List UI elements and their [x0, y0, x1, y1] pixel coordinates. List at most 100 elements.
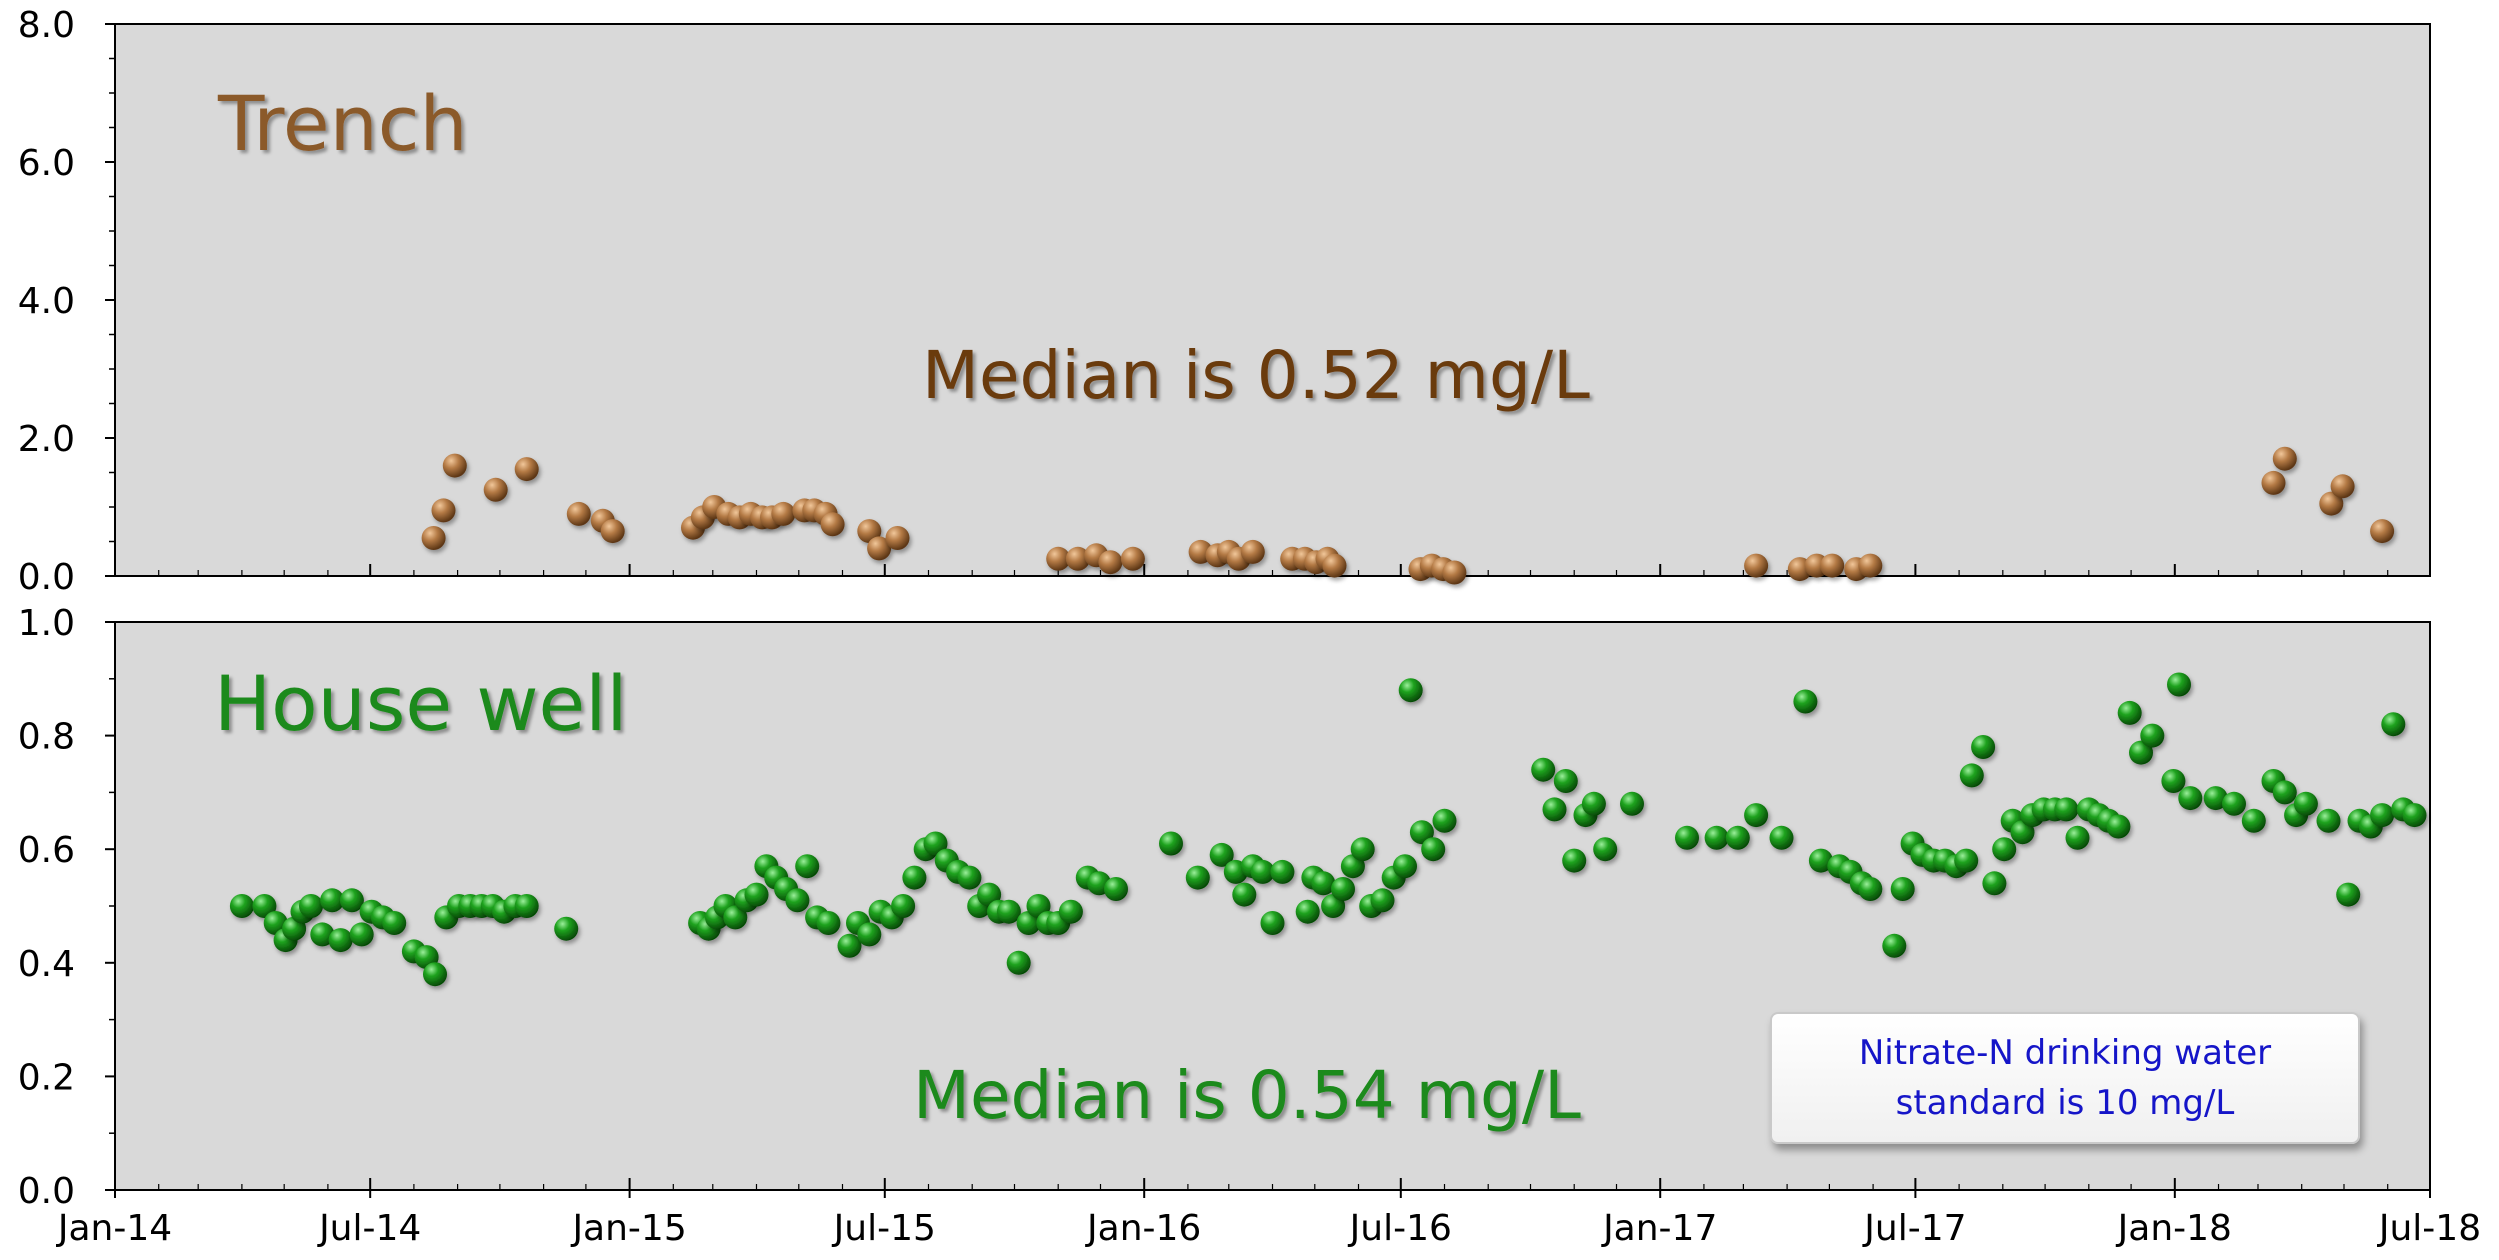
- house-well-data-point: [1971, 735, 1996, 759]
- house-well-data-point: [1331, 877, 1355, 901]
- house-well-data-point: [1270, 859, 1295, 884]
- house-well-data-point: [857, 922, 882, 947]
- trench-data-point: [566, 501, 591, 526]
- house-well-data-point: [1553, 769, 1578, 793]
- trench-data-point: [1120, 546, 1145, 571]
- house-well-data-point: [923, 831, 948, 856]
- house-well-data-point: [996, 899, 1021, 924]
- house-well-data-point: [2381, 712, 2406, 737]
- trench-data-point: [2261, 470, 2286, 495]
- house-well-data-point: [2293, 791, 2318, 816]
- house-well-data-point: [1260, 911, 1285, 935]
- house-well-data-point: [1704, 825, 1729, 850]
- house-well-x-tick-label: Jul-14: [317, 1208, 421, 1249]
- house-well-x-tick-label: Jul-15: [832, 1208, 936, 1249]
- house-well-data-point: [349, 922, 374, 947]
- trench-data-point: [867, 536, 892, 561]
- trench-data-point: [2319, 491, 2344, 516]
- house-well-data-point: [1769, 825, 1794, 850]
- trench-data-point: [1744, 553, 1769, 578]
- house-well-data-point: [902, 865, 927, 890]
- house-well-data-point: [2140, 723, 2165, 748]
- house-well-data-point: [1421, 837, 1446, 862]
- house-well-data-point: [1954, 848, 1979, 873]
- trench-data-point: [885, 526, 910, 550]
- house-well-data-point: [2316, 808, 2341, 833]
- house-well-data-point: [744, 882, 769, 907]
- house-well-data-point: [957, 865, 982, 890]
- house-well-data-point: [785, 888, 810, 913]
- house-well-data-point: [2129, 740, 2153, 765]
- trench-data-point: [421, 526, 446, 550]
- house-well-y-tick-label: 0.2: [18, 1057, 75, 1098]
- house-well-data-point: [1793, 689, 1818, 714]
- trench-data-point: [1065, 546, 1090, 571]
- house-well-data-point: [2272, 780, 2297, 805]
- house-well-data-point: [891, 894, 916, 918]
- house-well-data-point: [299, 894, 323, 918]
- house-well-data-point: [1562, 848, 1587, 873]
- trench-data-point: [1442, 560, 1467, 585]
- house-well-data-point: [328, 928, 353, 953]
- house-well-x-tick-label: Jul-17: [1862, 1208, 1966, 1249]
- house-well-x-tick-label: Jan-18: [2116, 1208, 2232, 1249]
- house-well-data-point: [1409, 820, 1434, 845]
- trench-data-point: [431, 498, 456, 523]
- trench-points: [421, 446, 2395, 585]
- house-well-points: [229, 672, 2427, 987]
- house-well-data-point: [1531, 757, 1556, 782]
- trench-data-point: [1240, 539, 1265, 564]
- house-well-x-tick-label: Jan-14: [56, 1208, 172, 1249]
- house-well-x-axis: Jan-14 Jul-14 Jan-15 Jul-15 Jan-16 Jul-16 Jan-…: [56, 1178, 2481, 1249]
- drinking-water-standard-note: Nitrate-N drinking water standard is 10 …: [1770, 1012, 2360, 1144]
- house-well-data-point: [1250, 859, 1275, 884]
- house-well-x-tick-label: Jul-16: [1348, 1208, 1452, 1249]
- trench-data-point: [600, 519, 625, 544]
- house-well-x-tick-label: Jan-17: [1601, 1208, 1717, 1249]
- house-well-y-axis: 0.0 0.2 0.4 0.6 0.8 1.0: [18, 603, 115, 1212]
- trench-y-tick-label: 6.0: [18, 143, 75, 184]
- house-well-median-label: Median is 0.54 mg/L: [913, 1057, 1581, 1134]
- house-well-data-point: [1159, 831, 1183, 856]
- house-well-data-point: [2065, 825, 2090, 850]
- house-well-data-point: [1620, 791, 1644, 816]
- trench-median-label: Median is 0.52 mg/L: [922, 337, 1590, 414]
- house-well-data-point: [1808, 848, 1833, 873]
- trench-panel: 0.0 2.0 4.0 6.0 8.0 Trench Median is 0.52 mg…: [18, 5, 2431, 598]
- house-well-data-point: [1992, 837, 2017, 862]
- house-well-data-point: [837, 933, 862, 958]
- house-well-data-point: [1006, 950, 1031, 975]
- house-well-data-point: [1370, 888, 1395, 913]
- note-line-1: Nitrate-N drinking water: [1858, 1033, 2272, 1073]
- trench-data-point: [2330, 474, 2355, 499]
- house-well-data-point: [1350, 837, 1375, 862]
- trench-y-tick-label: 8.0: [18, 5, 75, 46]
- house-well-data-point: [723, 905, 748, 930]
- house-well-x-tick-label: Jan-16: [1085, 1208, 1201, 1249]
- house-well-data-point: [382, 911, 407, 935]
- house-well-data-point: [2167, 672, 2191, 697]
- house-well-data-point: [816, 911, 841, 935]
- house-well-data-point: [1398, 678, 1423, 703]
- trench-data-point: [514, 457, 539, 482]
- house-well-data-point: [2222, 791, 2246, 816]
- house-well-y-tick-label: 0.6: [18, 830, 75, 871]
- house-well-data-point: [320, 888, 345, 913]
- house-well-data-point: [2161, 769, 2186, 793]
- house-well-data-point: [2336, 882, 2361, 907]
- house-well-data-point: [423, 962, 447, 987]
- house-well-panel: 0.0 0.2 0.4 0.6 0.8 1.0 Jan-14 Jul-14 Jan-15 Jul…: [18, 603, 2481, 1249]
- house-well-data-point: [1393, 854, 1417, 879]
- trench-data-point: [1858, 553, 1883, 578]
- trench-y-axis: 0.0 2.0 4.0 6.0 8.0: [18, 5, 115, 598]
- house-well-data-point: [1058, 899, 1083, 924]
- house-well-data-point: [1542, 797, 1567, 822]
- trench-data-point: [1046, 546, 1071, 571]
- house-well-data-point: [1232, 882, 1257, 907]
- trench-x-ticks: [114, 564, 2431, 576]
- house-well-x-tick-label: Jul-18: [2377, 1208, 2481, 1249]
- house-well-data-point: [554, 916, 579, 941]
- trench-y-tick-label: 4.0: [18, 281, 75, 322]
- trench-data-point: [442, 453, 467, 478]
- trench-data-point: [483, 477, 508, 502]
